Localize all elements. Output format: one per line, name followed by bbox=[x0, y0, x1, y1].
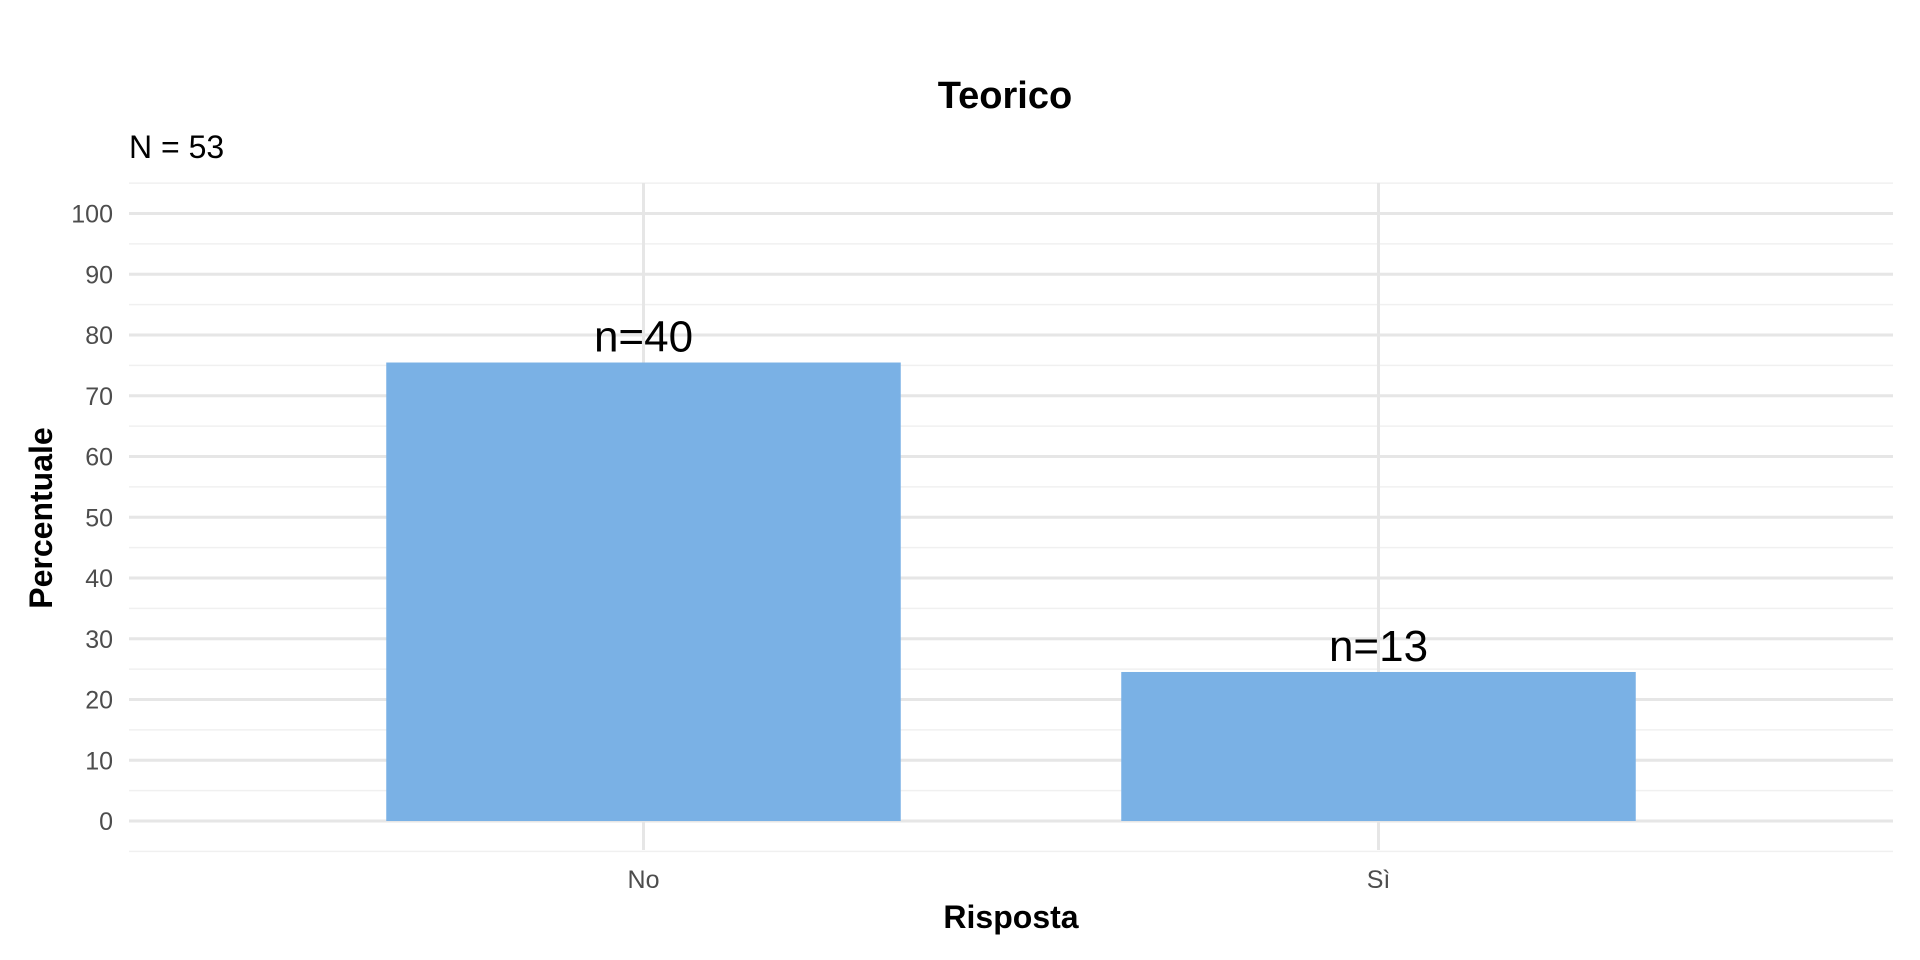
bar-data-label: n=13 bbox=[1329, 622, 1428, 671]
x-axis-title: Risposta bbox=[943, 899, 1078, 935]
chart-subtitle: N = 53 bbox=[129, 129, 224, 165]
x-tick-label: No bbox=[628, 866, 660, 894]
chart-title: Teorico bbox=[938, 75, 1072, 117]
y-tick-label: 30 bbox=[85, 626, 113, 654]
x-axis-ticks: No Sì bbox=[628, 866, 1391, 894]
y-tick-label: 100 bbox=[71, 201, 113, 229]
y-tick-label: 20 bbox=[85, 687, 113, 715]
bar-data-label: n=40 bbox=[594, 313, 693, 362]
y-tick-label: 10 bbox=[85, 747, 113, 775]
x-tick-label: Sì bbox=[1367, 866, 1391, 894]
y-tick-label: 0 bbox=[99, 808, 113, 836]
y-axis-title: Percentuale bbox=[23, 427, 59, 608]
y-tick-label: 70 bbox=[85, 383, 113, 411]
bar-no bbox=[386, 362, 901, 821]
y-tick-label: 40 bbox=[85, 565, 113, 593]
label-layer: n=40 n=13 bbox=[594, 313, 1428, 671]
y-tick-label: 90 bbox=[85, 261, 113, 289]
y-tick-label: 60 bbox=[85, 444, 113, 472]
bar-layer bbox=[386, 362, 1636, 821]
bar-si bbox=[1121, 671, 1636, 821]
y-tick-label: 50 bbox=[85, 504, 113, 532]
y-axis-ticks: 0 10 20 30 40 50 60 70 80 90 100 bbox=[71, 201, 113, 837]
y-tick-label: 80 bbox=[85, 322, 113, 350]
